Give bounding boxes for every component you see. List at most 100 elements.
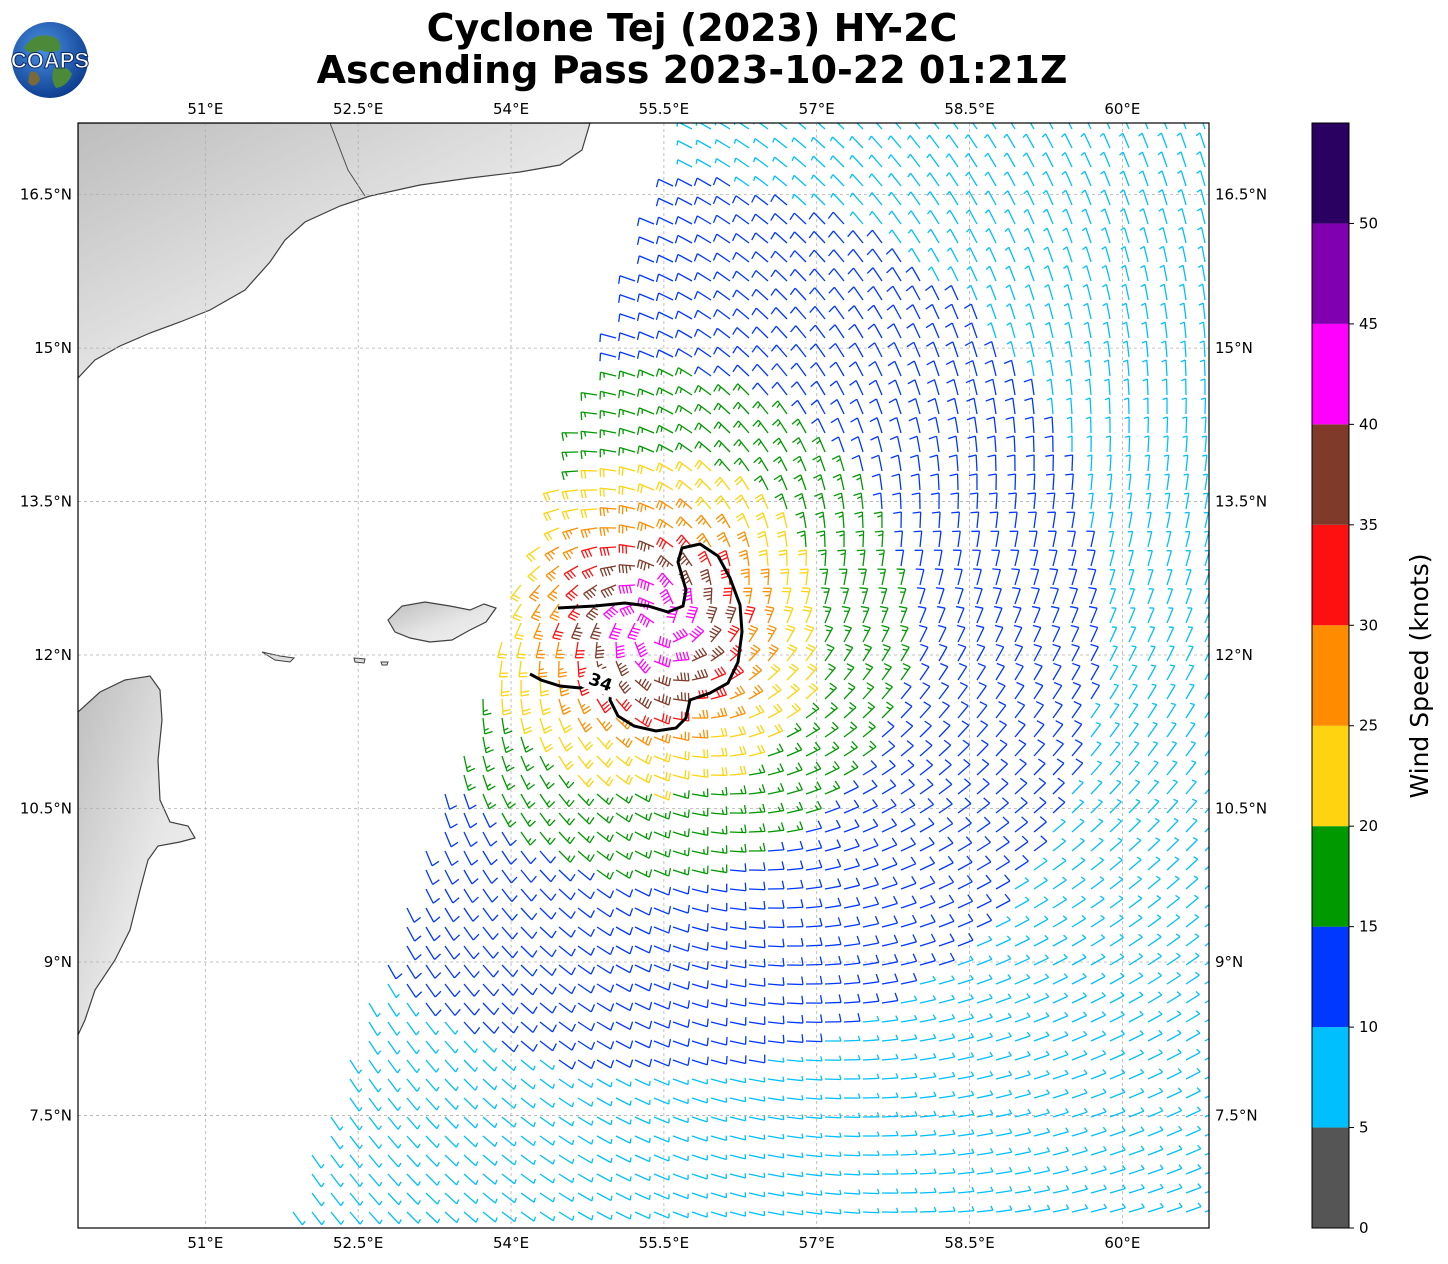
wind-barb: [710, 998, 728, 1008]
wind-barb: [805, 682, 819, 700]
wind-barb: [843, 701, 857, 719]
wind-barb: [710, 864, 728, 874]
wind-barb: [349, 1135, 363, 1150]
wind-barb: [653, 733, 672, 744]
wind-barb: [805, 859, 823, 871]
wind-barb: [919, 975, 937, 985]
wind-barb: [1033, 954, 1049, 966]
wind-barb: [919, 643, 929, 662]
wind-barb: [693, 272, 712, 282]
wind-barb: [655, 536, 674, 550]
wind-barb: [1142, 359, 1149, 377]
wind-barb: [1023, 227, 1035, 244]
wind-barb: [1068, 123, 1073, 130]
wind-barb: [751, 345, 769, 358]
wind-barb: [791, 399, 807, 415]
wind-barb: [805, 937, 823, 947]
wind-barb: [868, 360, 883, 377]
wind-barb: [1166, 952, 1181, 966]
wind-barb: [655, 443, 674, 453]
border-line: [329, 123, 366, 197]
wind-barb: [1109, 607, 1117, 624]
wind-barb: [672, 750, 690, 761]
wind-barb: [862, 740, 877, 757]
wind-barb: [599, 333, 617, 343]
wind-barb: [520, 831, 537, 846]
wind-barb: [1090, 702, 1101, 719]
wind-barb: [868, 210, 883, 225]
wind-barb: [655, 499, 674, 511]
wind-barb: [1045, 454, 1055, 472]
wind-barb: [866, 229, 883, 244]
wind-barb: [751, 270, 769, 282]
wind-barb: [1081, 208, 1092, 225]
wind-barb: [1128, 856, 1142, 871]
wind-barb: [1023, 171, 1035, 187]
wind-barb: [710, 960, 728, 970]
wind-barb: [1162, 416, 1169, 434]
wind-barb: [691, 961, 709, 971]
wind-barb: [539, 698, 551, 716]
wind-barb: [655, 387, 674, 396]
wind-barb: [1063, 302, 1073, 320]
wind-barb: [1108, 511, 1114, 529]
wind-barb: [889, 416, 902, 434]
wind-barb: [1145, 473, 1151, 491]
wind-barb: [843, 955, 861, 966]
wind-barb: [770, 194, 788, 206]
wind-barb: [558, 850, 576, 863]
wind-barb: [599, 390, 617, 400]
wind-barb: [859, 587, 869, 605]
wind-barb: [581, 565, 598, 580]
wind-barb: [786, 840, 804, 852]
colorbar-tick-label: 20: [1359, 817, 1378, 835]
wind-barb: [636, 521, 655, 532]
wind-barb: [656, 572, 674, 588]
wind-barb: [674, 348, 693, 358]
wind-barb: [1104, 378, 1111, 396]
wind-barb: [1166, 702, 1177, 719]
wind-barb: [520, 945, 538, 958]
wind-barb: [887, 154, 902, 168]
wind-barb: [615, 1116, 632, 1125]
wind-barb: [900, 701, 913, 719]
wind-barb: [463, 964, 480, 978]
wind-barb: [444, 1078, 459, 1092]
wind-barb: [919, 1052, 937, 1061]
wind-barb: [957, 797, 972, 814]
wind-barb: [810, 136, 826, 149]
wind-barb: [786, 879, 804, 890]
wind-barb: [729, 1096, 747, 1103]
wind-barb: [1090, 953, 1106, 966]
wind-barb: [1140, 283, 1149, 301]
wind-barb: [691, 942, 709, 951]
wind-barb: [693, 366, 712, 377]
wind-barb: [911, 492, 921, 510]
wind-barb: [482, 717, 493, 735]
wind-barb: [752, 438, 769, 453]
wind-barb: [1014, 797, 1028, 814]
wind-barb: [596, 831, 614, 843]
wind-barb: [805, 1014, 823, 1024]
wind-barb: [767, 861, 785, 871]
wind-barb: [987, 454, 997, 472]
wind-barb: [501, 1040, 519, 1053]
wind-barb: [1166, 626, 1175, 643]
wind-barb: [1014, 777, 1028, 795]
wind-barb: [577, 1116, 594, 1126]
wind-barb: [881, 701, 894, 719]
wind-barb: [986, 435, 997, 453]
wind-barb: [615, 1021, 634, 1031]
wind-barb: [1061, 170, 1073, 187]
wind-barb: [330, 1135, 344, 1150]
wind-barb: [1185, 530, 1191, 548]
wind-barb: [1024, 284, 1035, 301]
wind-barb: [1071, 779, 1084, 795]
wind-barb: [1128, 1049, 1144, 1061]
wind-barb: [1052, 720, 1064, 738]
wind-barb: [520, 755, 535, 772]
wind-barb: [518, 660, 528, 678]
wind-barb: [571, 622, 583, 641]
wind-barb: [751, 194, 769, 206]
